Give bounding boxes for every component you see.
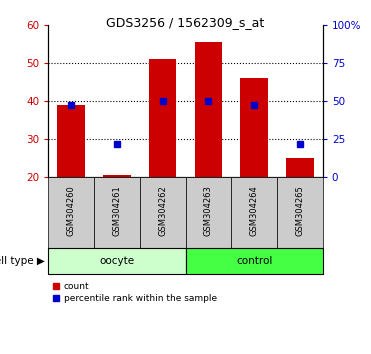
Bar [240, 78, 268, 177]
Text: oocyte: oocyte [99, 256, 134, 266]
Text: cell type ▶: cell type ▶ [0, 256, 45, 266]
Bar [140, 177, 186, 248]
Text: GSM304264: GSM304264 [250, 185, 259, 236]
Text: control: control [236, 256, 272, 266]
Text: GDS3256 / 1562309_s_at: GDS3256 / 1562309_s_at [106, 16, 265, 29]
Text: GSM304260: GSM304260 [67, 185, 76, 236]
Bar [58, 105, 85, 177]
Bar [149, 59, 176, 177]
Text: GSM304265: GSM304265 [295, 185, 304, 236]
Bar [94, 177, 140, 248]
Bar [103, 175, 131, 177]
Bar [48, 177, 94, 248]
Text: GSM304262: GSM304262 [158, 185, 167, 236]
Bar [277, 177, 323, 248]
Bar [195, 42, 222, 177]
Bar [186, 177, 231, 248]
Text: GSM304263: GSM304263 [204, 185, 213, 236]
Bar [48, 248, 186, 274]
Text: GSM304261: GSM304261 [112, 185, 121, 236]
Bar [231, 177, 277, 248]
Bar [186, 248, 323, 274]
Legend: count, percentile rank within the sample: count, percentile rank within the sample [53, 282, 217, 303]
Bar [286, 158, 313, 177]
